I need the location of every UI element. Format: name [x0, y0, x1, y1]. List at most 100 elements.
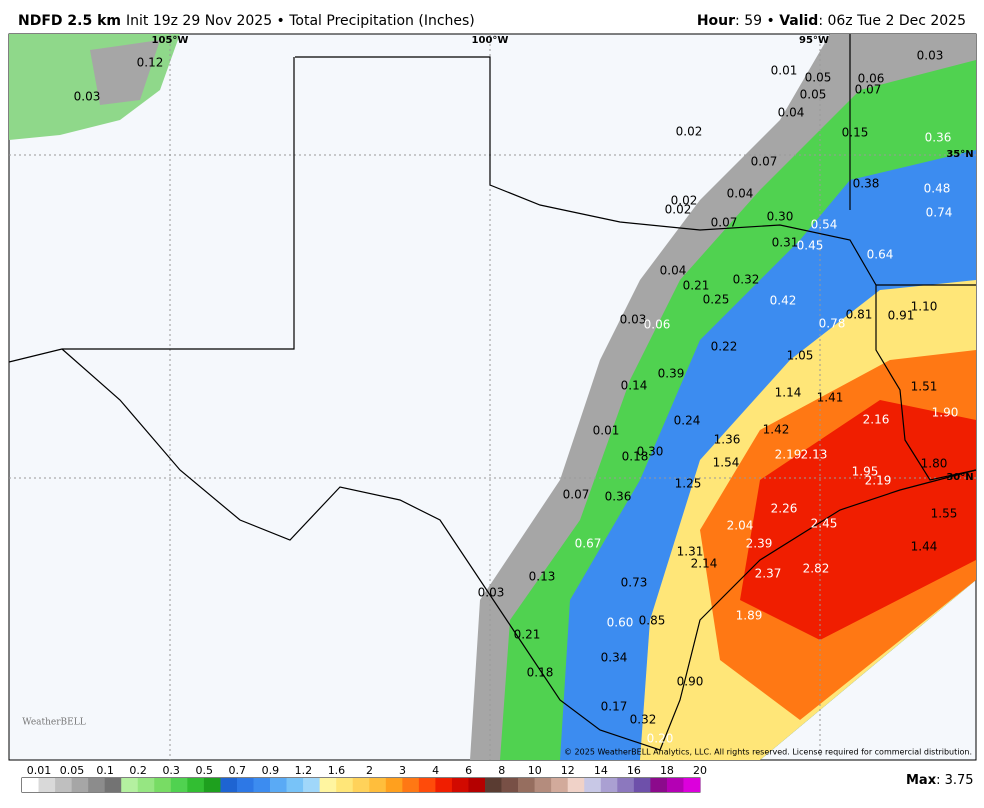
- colorbar-cell: [617, 778, 635, 792]
- precip-label: 0.07: [563, 488, 590, 502]
- precip-label: 0.02: [676, 125, 703, 139]
- colorbar-label: 0.05: [60, 764, 85, 777]
- precip-label: 0.60: [607, 616, 634, 630]
- colorbar-cell: [485, 778, 502, 792]
- colorbar-cell: [336, 778, 354, 792]
- precip-label: 0.01: [771, 64, 798, 78]
- precip-label: 0.64: [867, 248, 894, 262]
- colorbar-label: 3: [399, 764, 406, 777]
- colorbar-cell: [220, 778, 238, 792]
- precip-label: 0.04: [778, 106, 805, 120]
- precip-label: 1.89: [736, 609, 763, 623]
- colorbar-cell: [451, 778, 469, 792]
- colorbar-label: 16: [627, 764, 641, 777]
- colorbar-label: 10: [528, 764, 542, 777]
- colorbar-label: 18: [660, 764, 674, 777]
- precip-label: 2.19: [775, 448, 802, 462]
- precip-label: 0.12: [137, 56, 164, 70]
- precip-label: 2.82: [803, 562, 830, 576]
- colorbar-cell: [38, 778, 56, 792]
- valid-value: : 06z Tue 2 Dec 2025: [818, 13, 966, 29]
- precip-label: 0.21: [683, 279, 710, 293]
- precip-label: 0.18: [527, 666, 554, 680]
- precip-label: 1.31: [677, 545, 704, 559]
- precip-label: 0.07: [751, 155, 778, 169]
- colorbar: 0.01 0.05 0.1 0.2 0.3 0.5 0.7 0.9 1.2 1.6 2 3 4 6 8 10 1…: [21, 764, 707, 793]
- valid-key: Valid: [779, 13, 818, 29]
- colorbar-cell: [600, 778, 618, 792]
- colorbar-cell: [121, 778, 139, 792]
- precip-label: 1.14: [775, 386, 802, 400]
- colorbar-cell: [418, 778, 436, 792]
- colorbar-cell: [88, 778, 105, 792]
- precip-label: 2.45: [811, 517, 838, 531]
- longitude-label: 105°W: [152, 35, 189, 46]
- max-key: Max: [906, 773, 937, 788]
- max: Max: 3.75: [906, 773, 974, 788]
- colorbar-cell: [352, 778, 370, 792]
- colorbar-label: 0.7: [229, 764, 247, 777]
- precip-label: 1.10: [911, 300, 938, 314]
- colorbar-cell: [55, 778, 72, 792]
- precip-label: 0.32: [733, 273, 760, 287]
- precip-label: 0.06: [644, 318, 671, 332]
- copyright: © 2025 WeatherBELL Analytics, LLC. All r…: [564, 748, 972, 757]
- precip-label: 0.20: [647, 732, 674, 746]
- hour-value: : 59 •: [735, 13, 779, 29]
- precip-label: 0.91: [888, 309, 915, 323]
- precip-label: 0.30: [637, 445, 664, 459]
- precip-label: 0.25: [703, 293, 730, 307]
- precip-label: 0.36: [925, 131, 952, 145]
- borders: [8, 34, 977, 751]
- precip-label: 0.39: [658, 367, 685, 381]
- colorbar-label: 2: [366, 764, 373, 777]
- precip-label: 0.54: [811, 218, 838, 232]
- precip-label: 0.78: [819, 317, 846, 331]
- valid: Hour: 59 • Valid: 06z Tue 2 Dec 2025: [697, 13, 966, 29]
- precip-label: 0.85: [639, 614, 666, 628]
- colorbar-cell: [170, 778, 188, 792]
- precip-label: 0.34: [601, 651, 628, 665]
- header: NDFD 2.5 km Init 19z 29 Nov 2025 • Total …: [18, 13, 475, 29]
- colorbar-cell: [402, 778, 420, 792]
- precip-label: 0.22: [711, 340, 738, 354]
- colorbar-cell: [534, 778, 552, 792]
- precip-label: 0.45: [797, 239, 824, 253]
- colorbar-cell: [137, 778, 155, 792]
- precip-label: 2.19: [865, 474, 892, 488]
- precip-label: 1.42: [763, 423, 790, 437]
- model: NDFD 2.5 km: [18, 13, 121, 29]
- precip-label: 0.18: [622, 450, 649, 464]
- colorbar-cell: [319, 778, 337, 792]
- precip-label: 0.30: [767, 210, 794, 224]
- colorbar-cell: [567, 778, 585, 792]
- colorbar-cell: [203, 778, 221, 792]
- precip-label: 1.51: [911, 380, 938, 394]
- precip-label: 0.36: [605, 490, 632, 504]
- precip-label: 0.14: [621, 379, 648, 393]
- precip-label: 0.32: [630, 713, 657, 727]
- colorbar-cell: [385, 778, 403, 792]
- precip-label: 0.02: [665, 203, 692, 217]
- precip-label: 2.37: [755, 567, 782, 581]
- precip-label: 0.73: [621, 576, 648, 590]
- precip-label: 2.13: [801, 448, 828, 462]
- precip-label: 1.90: [932, 406, 959, 420]
- precip-label: 0.06: [858, 72, 885, 86]
- precip-label: 0.74: [926, 206, 953, 220]
- colorbar-cell: [236, 778, 254, 792]
- precip-label: 2.16: [863, 413, 890, 427]
- colorbar-cell: [468, 778, 486, 792]
- precip-label: 1.95: [852, 465, 879, 479]
- colorbar-cell: [633, 778, 651, 792]
- colorbar-cell: [369, 778, 387, 792]
- precip-label: 0.24: [674, 414, 701, 428]
- precip-label: 1.80: [921, 457, 948, 471]
- colorbar-cell: [154, 778, 172, 792]
- precip-label: 0.21: [514, 628, 541, 642]
- colorbar-cell: [303, 778, 320, 792]
- longitude-label: 100°W: [472, 35, 509, 46]
- precip-label: 2.04: [727, 519, 754, 533]
- colorbar-cell: [435, 778, 453, 792]
